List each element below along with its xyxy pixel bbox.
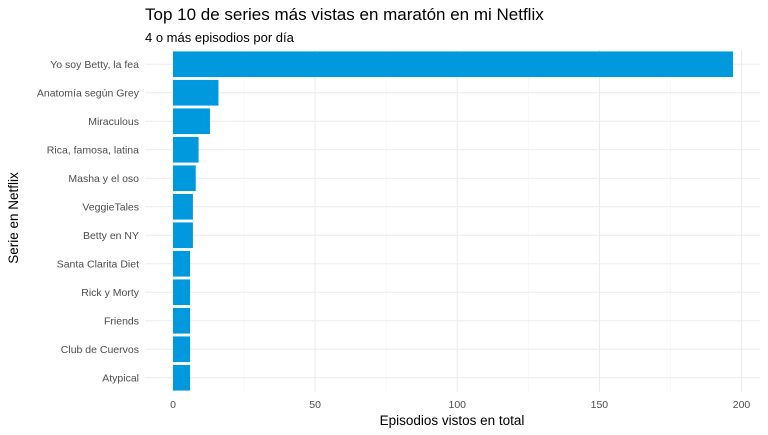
y-tick-label: Yo soy Betty, la fea (50, 59, 139, 71)
bar (173, 279, 191, 306)
y-tick-label: Rick y Morty (81, 287, 140, 299)
y-tick-label: Club de Cuervos (61, 344, 139, 356)
chart-subtitle: 4 o más episodios por día (145, 30, 295, 45)
bar (173, 51, 733, 78)
x-tick-labels: 0 50 100 150 200 (170, 399, 750, 411)
bar (173, 307, 191, 334)
y-tick-label: Masha y el oso (68, 173, 139, 185)
bar (173, 165, 196, 192)
y-tick-label: Miraculous (88, 116, 139, 128)
x-tick-label: 100 (448, 399, 466, 411)
y-tick-label: Santa Clarita Diet (57, 259, 139, 271)
bars (173, 51, 733, 391)
x-tick-label: 50 (309, 399, 321, 411)
y-tick-label: VeggieTales (82, 202, 139, 214)
x-axis-title: Episodios vistos en total (380, 413, 525, 428)
bar (173, 193, 193, 220)
y-axis-title: Serie en Netflix (6, 172, 21, 264)
x-tick-label: 200 (733, 399, 751, 411)
bar (173, 79, 219, 106)
bar (173, 222, 193, 249)
x-tick-label: 150 (591, 399, 609, 411)
bar (173, 336, 191, 363)
y-tick-label: Betty en NY (83, 230, 139, 242)
bar (173, 250, 191, 277)
bar (173, 108, 210, 135)
chart-title: Top 10 de series más vistas en maratón e… (145, 5, 544, 24)
y-tick-label: Atypical (102, 373, 139, 385)
grid (145, 50, 760, 392)
x-tick-label: 0 (170, 399, 176, 411)
y-tick-label: Anatomía según Grey (37, 88, 140, 100)
y-tick-label: Rica, famosa, latina (47, 145, 139, 157)
bar (173, 364, 191, 391)
bar (173, 136, 199, 163)
y-tick-label: Friends (104, 316, 139, 328)
y-tick-labels: Yo soy Betty, la fea Anatomía según Grey M… (37, 59, 140, 385)
